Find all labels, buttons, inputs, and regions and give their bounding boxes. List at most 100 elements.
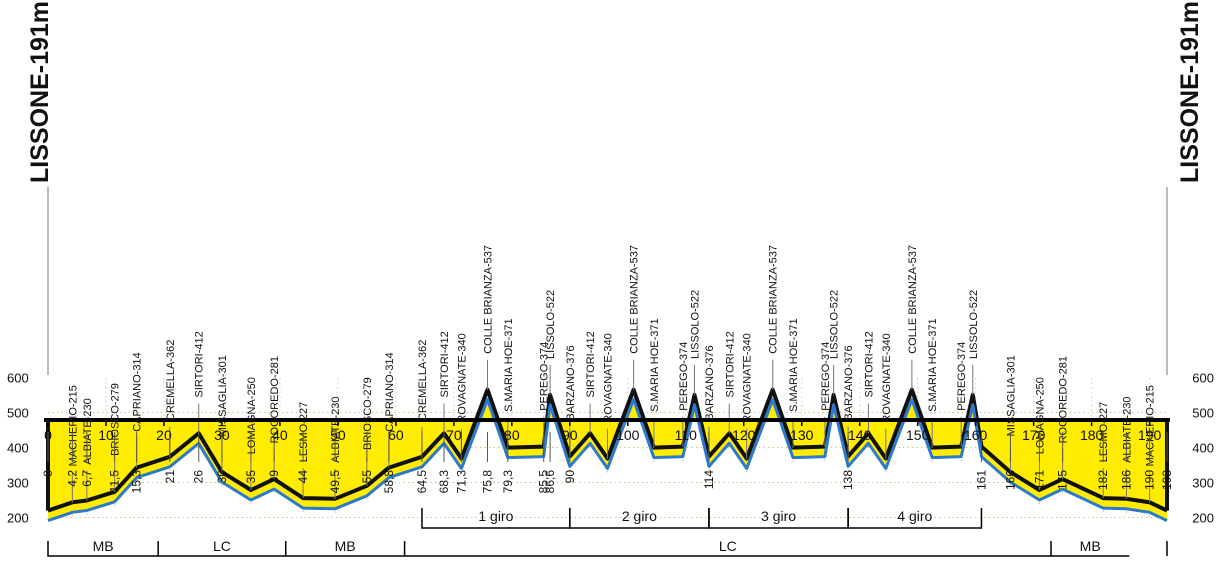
km-label: 85,5 xyxy=(537,470,551,494)
km-label: 44 xyxy=(296,470,310,484)
place-label: ALBIATE-230 xyxy=(330,396,342,462)
y-tick-right: 500 xyxy=(1192,406,1214,421)
place-label: BARZANO-376 xyxy=(704,345,716,420)
km-label: 161 xyxy=(975,470,989,490)
km-label: 11,5 xyxy=(108,470,122,493)
place-label: CAPRIANO-314 xyxy=(384,352,396,431)
x-tick-label: 160 xyxy=(964,427,988,443)
y-tick-right: 200 xyxy=(1192,511,1214,526)
y-tick-left: 600 xyxy=(7,371,29,386)
km-label: 193 xyxy=(1160,470,1174,490)
lap-label: 4 giro xyxy=(897,508,932,524)
km-label: 171 xyxy=(1032,470,1046,490)
place-label: ROVAGNATE-340 xyxy=(742,333,754,422)
km-label: 55 xyxy=(360,470,374,484)
place-label: MACHERIO-215 xyxy=(67,385,79,466)
x-tick-label: 70 xyxy=(446,427,462,443)
km-label: 26 xyxy=(192,470,206,484)
place-label: ALBIATE-230 xyxy=(1121,396,1133,462)
km-label: 114 xyxy=(702,470,716,489)
km-label: 64,5 xyxy=(415,470,429,494)
y-tick-left: 200 xyxy=(7,511,29,526)
km-label: 75,8 xyxy=(481,470,495,494)
place-label: SIRTORI-412 xyxy=(439,331,451,397)
km-label: 166 xyxy=(1004,470,1018,490)
zone-label: MB xyxy=(93,538,114,554)
zone-bracket xyxy=(403,541,1052,557)
place-label: PEREGO-374 xyxy=(820,342,832,411)
place-label: S.MARIA HOE-371 xyxy=(503,318,515,412)
km-label: 138 xyxy=(841,470,855,490)
x-tick-label: 10 xyxy=(98,427,114,443)
y-tick-left: 400 xyxy=(7,441,29,456)
elevation-line xyxy=(47,398,1168,523)
place-label: SIRTORI-412 xyxy=(194,331,206,397)
place-label: CAPRIANO-314 xyxy=(132,352,144,431)
km-label: 21 xyxy=(163,470,177,484)
km-label: 86,6 xyxy=(543,470,557,494)
place-label: COLLE BRIANZA-537 xyxy=(768,245,780,354)
x-tick-label: 40 xyxy=(272,427,288,443)
place-label: BARZANO-376 xyxy=(843,345,855,420)
x-tick-label: 50 xyxy=(330,427,346,443)
place-label: S.MARIA HOE-371 xyxy=(788,318,800,412)
km-label: 6,7 xyxy=(80,470,94,487)
place-label: ROGOREDO-281 xyxy=(269,356,281,443)
km-labels: 0 4,2 6,7 11,5 15,3 21 26 30 35 39 44 49,5 55 58,8 64,… xyxy=(41,432,1174,493)
km-label: 71,3 xyxy=(454,470,468,494)
x-tick-label: 110 xyxy=(675,427,698,443)
place-label: BRIOSCO-279 xyxy=(110,383,122,456)
zone-bracket xyxy=(47,541,159,557)
place-label: SIRTORI-412 xyxy=(724,331,736,397)
y-tick-left: 500 xyxy=(7,406,29,421)
km-label: 182 xyxy=(1096,470,1110,490)
place-label: COLLE BRIANZA-537 xyxy=(907,245,919,354)
place-label: LISSOLO-522 xyxy=(690,290,702,359)
km-label: 30 xyxy=(215,470,229,484)
km-label: 79,3 xyxy=(501,470,515,494)
place-labels: MACHERIO-215 ALBIATE-230 BRIOSCO-279 CAPRIA… xyxy=(67,245,1156,466)
start-label: LISSONE-191m xyxy=(26,1,54,183)
zone-bracket xyxy=(157,541,286,557)
lap-label: 3 giro xyxy=(761,508,796,524)
zone-bracket xyxy=(284,541,405,557)
place-label: LOMAGNA-250 xyxy=(246,377,258,454)
km-label: 49,5 xyxy=(328,470,342,494)
place-label: S.MARIA HOE-371 xyxy=(927,318,939,412)
km-label: 39 xyxy=(267,470,281,484)
y-tick-left: 300 xyxy=(7,476,29,491)
place-label: ALBIATE-230 xyxy=(82,398,94,464)
place-label: ROVAGNATE-340 xyxy=(881,333,893,422)
place-label: ROVAGNATE-340 xyxy=(456,333,468,422)
lap-label: 1 giro xyxy=(478,508,513,524)
km-label: 4,2 xyxy=(65,470,79,487)
zone-label: LC xyxy=(213,538,231,554)
place-label: SIRTORI-412 xyxy=(863,331,875,397)
km-label: 175 xyxy=(1056,470,1070,490)
x-tick-label: 60 xyxy=(388,427,404,443)
x-tick-label: 180 xyxy=(1080,427,1104,443)
lap-bracket xyxy=(847,508,983,529)
place-label: CREMELLA-362 xyxy=(417,340,429,421)
place-label: LESMO-227 xyxy=(298,402,310,463)
place-label: PEREGO-374 xyxy=(539,342,551,411)
place-label: LISSOLO-522 xyxy=(968,290,980,359)
km-label: 186 xyxy=(1119,470,1133,490)
place-label: SIRTORI-412 xyxy=(585,331,597,397)
zone-bracket xyxy=(1050,541,1130,557)
y-tick-right: 600 xyxy=(1192,371,1214,386)
km-label: 68,3 xyxy=(437,470,451,494)
km-label: 58,8 xyxy=(382,470,396,494)
x-tick-label: 100 xyxy=(616,427,640,443)
x-tick-label: 20 xyxy=(156,427,172,443)
km-label: 90 xyxy=(563,470,577,484)
place-label: BRIOSCO-279 xyxy=(362,377,374,450)
km-label: 190 xyxy=(1143,470,1157,490)
place-label: LOMAGNA-250 xyxy=(1034,377,1046,454)
x-tick-label: 130 xyxy=(790,427,814,443)
zone-label: LC xyxy=(719,538,737,554)
bracket-layer: 1 giro 2 giro 3 giro 4 giro MB LC MB LC MB xyxy=(47,508,1168,557)
place-label: PEREGO-374 xyxy=(678,342,690,411)
zone-label: MB xyxy=(335,538,356,554)
km-label: 15,3 xyxy=(130,470,144,494)
